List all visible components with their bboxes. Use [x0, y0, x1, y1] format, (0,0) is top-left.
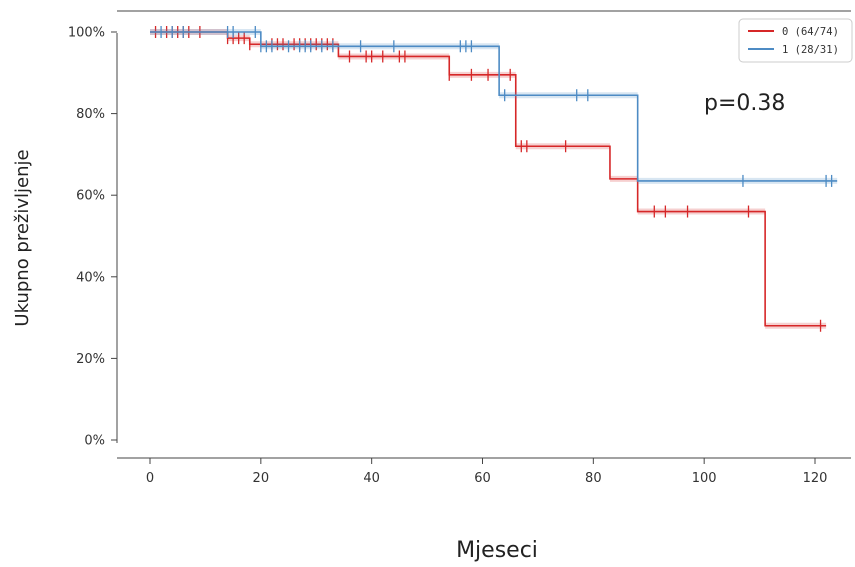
y-tick-label: 40%	[76, 270, 105, 285]
legend-label-series-0: 0 (64/74)	[782, 26, 839, 38]
y-ticks: 0% 20% 40% 60% 80% 100%	[68, 26, 117, 449]
y-axis-title: Ukupno preživljenje	[12, 149, 33, 326]
x-tick-label: 80	[585, 471, 602, 486]
x-tick-label: 100	[692, 471, 717, 486]
legend-label-series-1: 1 (28/31)	[782, 44, 839, 56]
series-line-0	[150, 31, 827, 327]
y-tick-label: 80%	[76, 107, 105, 122]
y-tick-label: 60%	[76, 189, 105, 204]
series-layer	[150, 26, 838, 332]
p-value-annotation: p=0.38	[704, 91, 785, 116]
x-axis-title: Mjeseci	[456, 538, 538, 563]
x-tick-label: 60	[474, 471, 491, 486]
y-tick-label: 100%	[68, 26, 105, 41]
legend: 0 (64/74) 1 (28/31)	[738, 18, 853, 63]
legend-frame	[738, 18, 853, 63]
series-line-1	[150, 31, 838, 182]
x-tick-label: 40	[363, 471, 380, 486]
x-tick-label: 20	[253, 471, 270, 486]
y-tick-label: 20%	[76, 352, 105, 367]
x-ticks: 0 20 40 60 80 100 120	[146, 458, 828, 486]
y-tick-label: 0%	[84, 434, 105, 449]
x-tick-label: 0	[146, 471, 154, 486]
x-tick-label: 120	[803, 471, 828, 486]
